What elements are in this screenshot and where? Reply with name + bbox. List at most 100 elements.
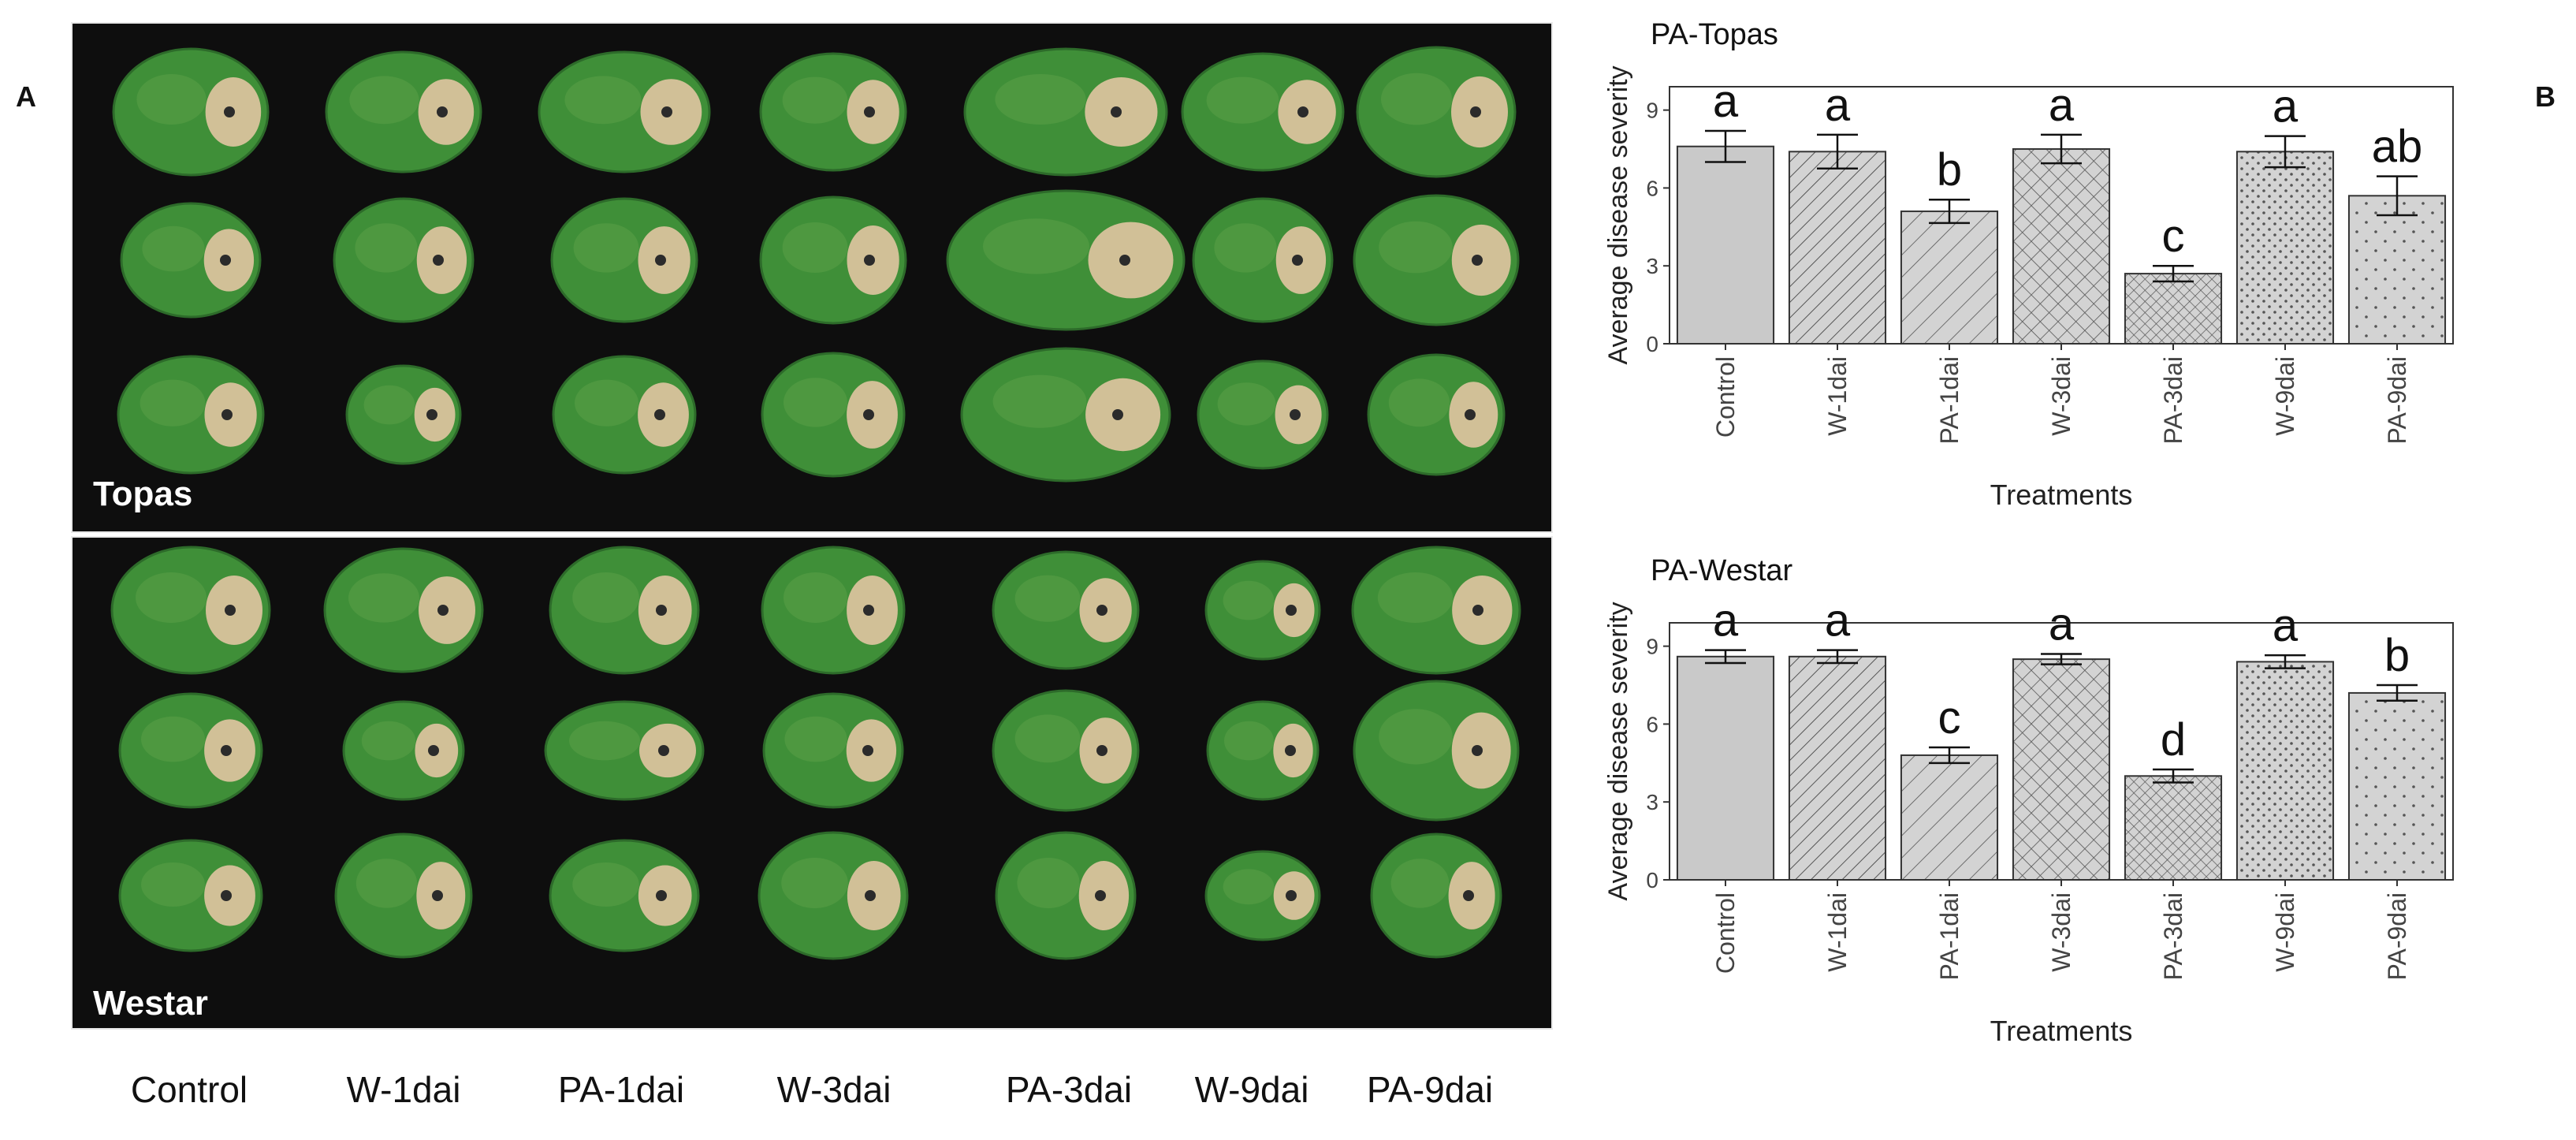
topas-leaf bbox=[1197, 360, 1329, 470]
westar-leaf bbox=[342, 700, 465, 801]
significance-letter: b bbox=[2384, 630, 2410, 681]
westar-leaf bbox=[549, 546, 700, 675]
error-bar bbox=[2265, 135, 2306, 169]
y-tick-label: 6 bbox=[1646, 176, 1658, 200]
topas-leaf bbox=[1353, 194, 1520, 326]
topas-leaf bbox=[552, 355, 697, 475]
bar-pa-9dai bbox=[2347, 691, 2447, 881]
column-label-w-9dai: W-9dai bbox=[1194, 1069, 1309, 1110]
y-axis-label: Average disease severity bbox=[1603, 65, 1633, 364]
westar-leaf bbox=[118, 692, 263, 809]
bar-w-9dai bbox=[2235, 661, 2335, 881]
topas-leaf bbox=[1192, 197, 1334, 323]
bar-pa-3dai bbox=[2124, 775, 2223, 881]
topas-leaf bbox=[345, 364, 462, 465]
significance-letter: c bbox=[1938, 692, 1961, 743]
x-tick-label: W-3dai bbox=[2047, 356, 2075, 436]
westar-leaf bbox=[110, 546, 271, 675]
error-bar bbox=[2153, 768, 2194, 784]
x-tick-label: PA-3dai bbox=[2159, 356, 2187, 444]
topas-leaf bbox=[963, 47, 1168, 177]
error-bar bbox=[1817, 133, 1858, 170]
bar-w-3dai bbox=[2012, 148, 2111, 345]
x-tick-label: W-3dai bbox=[2047, 892, 2075, 972]
y-tick-label: 0 bbox=[1646, 332, 1658, 356]
westar-leaf bbox=[761, 546, 906, 675]
topas-bar-chart: PA-Topas 0 3 6 9 Average disease severity a Con… bbox=[1576, 0, 2522, 536]
panel-b-label: B bbox=[2535, 80, 2556, 113]
significance-letter: a bbox=[2049, 80, 2075, 131]
westar-leaf bbox=[992, 550, 1140, 670]
bar-control bbox=[1676, 145, 1775, 345]
x-axis-label: Treatments bbox=[1990, 1015, 2133, 1047]
westar-leaf bbox=[762, 692, 904, 809]
bar-w-9dai bbox=[2235, 151, 2335, 345]
topas-leaf bbox=[112, 47, 270, 177]
topas-leaves-illustration bbox=[112, 46, 1520, 482]
panel-a-label: A bbox=[16, 80, 36, 113]
bar-pa-9dai bbox=[2347, 195, 2447, 345]
y-tick-label: 3 bbox=[1646, 254, 1658, 278]
error-bar bbox=[1929, 746, 1970, 765]
topas-leaf bbox=[759, 52, 907, 172]
westar-leaf bbox=[1204, 850, 1321, 941]
bar-w-1dai bbox=[1788, 655, 1887, 881]
westar-leaf bbox=[1351, 546, 1521, 675]
treatment-column-labels: Control W-1dai PA-1dai W-3dai PA-3dai W-… bbox=[0, 1068, 1561, 1123]
westar-leaf bbox=[1370, 833, 1502, 959]
westar-leaf bbox=[992, 689, 1140, 812]
topas-leaf bbox=[333, 197, 475, 323]
x-tick-label: PA-1dai bbox=[1935, 356, 1964, 444]
column-label-pa-3dai: PA-3dai bbox=[1005, 1069, 1133, 1110]
westar-chart-svg: PA-Westar 0 3 6 9 Average disease severity a Co… bbox=[1603, 554, 2454, 1047]
westar-leaf bbox=[118, 839, 263, 952]
error-bar bbox=[2377, 175, 2418, 217]
westar-leaf bbox=[323, 547, 484, 673]
topas-chart-svg: PA-Topas 0 3 6 9 Average disease severity a Con… bbox=[1603, 18, 2454, 511]
westar-leaf bbox=[334, 833, 473, 959]
significance-letter: b bbox=[1937, 144, 1962, 196]
column-label-pa-9dai: PA-9dai bbox=[1366, 1069, 1494, 1110]
westar-label: Westar bbox=[93, 984, 208, 1023]
significance-letter: a bbox=[1825, 595, 1851, 646]
bar-w-1dai bbox=[1788, 151, 1887, 345]
significance-letter: a bbox=[2049, 599, 2075, 650]
x-axis-label: Treatments bbox=[1990, 479, 2133, 511]
y-tick-label: 6 bbox=[1646, 712, 1658, 736]
y-tick-label: 9 bbox=[1646, 635, 1658, 659]
error-bar bbox=[1817, 649, 1858, 665]
bar-control bbox=[1676, 655, 1775, 881]
westar-bar-chart: PA-Westar 0 3 6 9 Average disease severity a Co… bbox=[1576, 536, 2522, 1072]
topas-leaf bbox=[538, 50, 711, 173]
error-bar bbox=[2041, 653, 2082, 665]
topas-leaf bbox=[1367, 353, 1506, 476]
x-tick-label: PA-9dai bbox=[2383, 892, 2411, 980]
column-label-w-1dai: W-1dai bbox=[346, 1069, 461, 1110]
significance-letter: c bbox=[2162, 210, 2185, 262]
column-label-w-3dai: W-3dai bbox=[776, 1069, 892, 1110]
y-tick-label: 9 bbox=[1646, 99, 1658, 123]
significance-letter: d bbox=[2161, 714, 2186, 766]
y-tick-label: 3 bbox=[1646, 790, 1658, 814]
x-tick-label: W-9dai bbox=[2271, 356, 2299, 436]
westar-leaf bbox=[1204, 560, 1321, 661]
topas-leaf bbox=[325, 50, 482, 173]
error-bar bbox=[2377, 684, 2418, 702]
topas-leaf bbox=[761, 352, 906, 478]
x-tick-label: PA-9dai bbox=[2383, 356, 2411, 444]
bar-pa-1dai bbox=[1900, 210, 1999, 345]
error-bar bbox=[1705, 129, 1746, 163]
x-tick-label: PA-1dai bbox=[1935, 892, 1964, 980]
significance-letter: a bbox=[1713, 595, 1739, 646]
error-bar bbox=[2265, 654, 2306, 669]
error-bar bbox=[1929, 198, 1970, 225]
bar-w-3dai bbox=[2012, 658, 2111, 881]
significance-letter: a bbox=[2273, 81, 2299, 132]
westar-leaves-illustration bbox=[110, 546, 1521, 960]
topas-leaf bbox=[120, 202, 262, 319]
topas-label: Topas bbox=[93, 475, 193, 513]
y-axis-label: Average disease severity bbox=[1603, 602, 1633, 900]
chart-title: PA-Topas bbox=[1651, 18, 1778, 51]
error-bar bbox=[2153, 264, 2194, 283]
topas-leaf bbox=[1181, 52, 1345, 172]
